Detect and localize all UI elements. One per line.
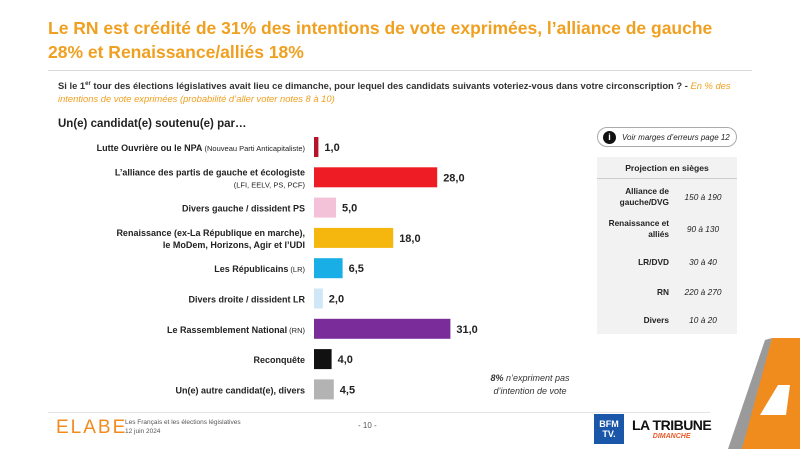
bar-value-label: 31,0 [456,324,477,336]
projection-row: Divers 10 à 20 [597,307,737,333]
bar-value-label: 2,0 [329,294,344,306]
bar [314,379,334,400]
chart-subhead: Un(e) candidat(e) soutenu(e) par… [58,118,247,130]
projection-value: 10 à 20 [689,315,717,325]
projection-label: Divers [643,314,669,325]
survey-question: Si le 1er tour des élections législative… [58,78,748,105]
projection-row: Renaissance et alliés 90 à 130 [597,213,737,245]
bar [314,258,343,279]
page-number: - 10 - [358,421,377,430]
question-text-a: Si le 1 [58,80,86,92]
bar [314,349,332,370]
category-label: (LFI, EELV, PS, PCF) [234,180,306,189]
bar-value-label: 4,0 [338,354,353,366]
projection-label: Alliance de gauche/DVG [619,186,669,207]
projection-label: Renaissance et alliés [608,218,669,239]
projection-label: RN [657,286,669,297]
category-label: Le Rassemblement National (RN) [167,325,305,335]
bar [314,318,451,339]
bar-value-label: 5,0 [342,203,357,215]
projection-row: LR/DVD 30 à 40 [597,247,737,277]
tribune-logo-main: LA TRIBUNE [632,417,712,433]
projection-value: 150 à 190 [684,192,722,202]
tribune-logo-sub: DIMANCHE [652,433,691,440]
bar [314,167,438,188]
bar-value-label: 1,0 [324,142,339,154]
category-label: le MoDem, Horizons, Agir et l’UDI [163,240,305,250]
question-sup: er [85,81,91,87]
footer-date: 12 juin 2024 [125,428,161,435]
bfmtv-logo: BFM TV. [594,414,624,444]
bfm-logo-line1: BFM [599,419,619,429]
projection-label: LR/DVD [638,256,669,267]
bar [314,288,323,309]
question-unit: En % des intentions de vote exprimées (p… [58,80,731,105]
title-divider [48,70,752,71]
category-label: Un(e) autre candidat(e), divers [175,385,305,395]
projection-row: Alliance de gauche/DVG 150 à 190 [597,181,737,213]
error-margin-text: Voir marges d’erreurs page 12 [622,132,730,142]
footer-caption: Les Français et les élections législativ… [125,418,241,436]
projection-value: 220 à 270 [684,287,722,297]
abstention-text: n’expriment pas d’intention de vote [493,373,570,396]
category-label: L’alliance des partis de gauche et écolo… [115,167,305,177]
bar-value-label: 28,0 [443,172,464,184]
footer-study-title: Les Français et les élections législativ… [125,419,241,426]
footer-divider [48,412,710,413]
projection-row: RN 220 à 270 [597,277,737,307]
elabe-decorative-a-icon [728,338,800,449]
question-text-b: tour des élections législatives avait li… [90,80,688,92]
seat-projection-title: Projection en sièges [597,157,737,179]
category-label: Lutte Ouvrière ou le NPA (Nouveau Parti … [97,143,306,153]
bar [314,227,394,248]
page-title: Le RN est crédité de 31% des intentions … [48,18,713,62]
seat-projection-table: Projection en sièges Alliance de gauche/… [597,157,737,334]
category-label: Renaissance (ex-La République en marche)… [116,228,305,238]
elabe-logo: ELABE [56,417,128,438]
abstention-percent: 8% [490,373,504,383]
projection-value: 90 à 130 [686,224,720,234]
error-margin-note: i Voir marges d’erreurs page 12 [597,127,737,147]
category-label: Les Républicains (LR) [214,264,305,274]
info-icon: i [603,130,616,144]
bar-value-label: 18,0 [399,233,420,245]
bar-value-label: 4,5 [340,384,355,396]
abstention-note: 8% n’expriment pas d’intention de vote [470,372,590,398]
bar-value-label: 6,5 [349,263,364,275]
category-label: Divers gauche / dissident PS [182,204,305,214]
category-label: Reconquête [253,355,305,365]
bar [314,197,336,218]
category-label: Divers droite / dissident LR [188,295,305,305]
projection-value: 30 à 40 [689,257,717,267]
la-tribune-logo: LA TRIBUNE DIMANCHE [632,417,712,441]
bfm-logo-line2: TV. [602,429,616,439]
bar [314,137,319,157]
